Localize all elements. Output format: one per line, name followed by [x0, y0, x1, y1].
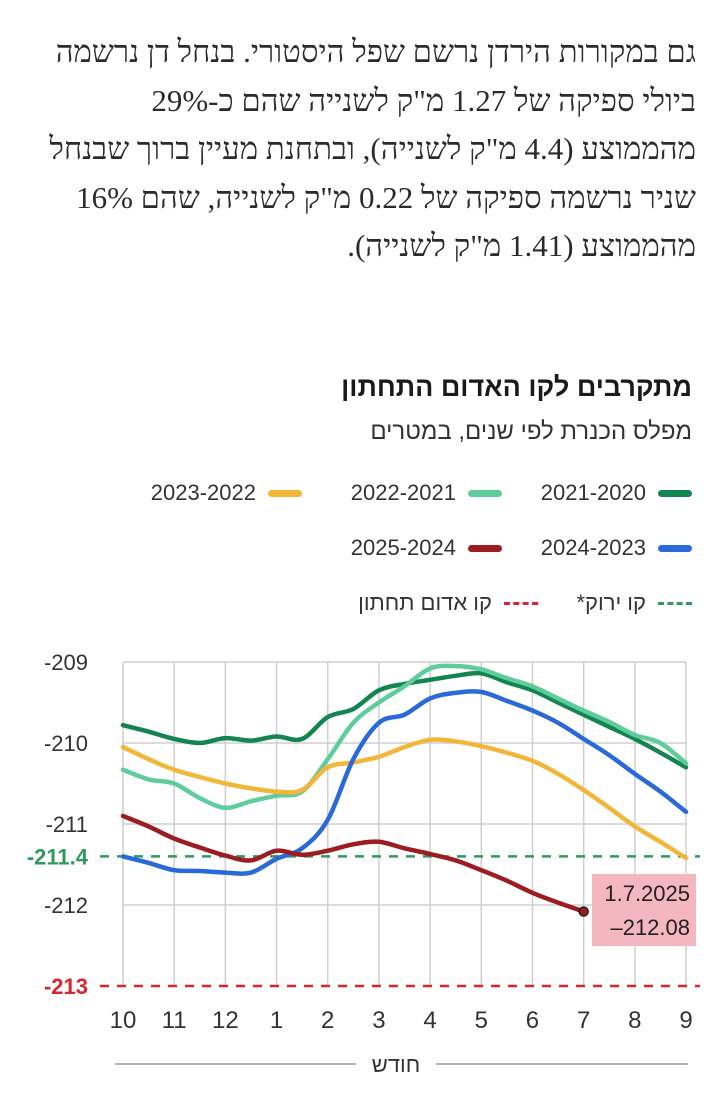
article-paragraph: גם במקורות הירדן נרשם שפל היסטורי. בנחל …: [49, 34, 696, 263]
legend-swatch-2025-2024: [468, 544, 502, 552]
legend-label-red-line: קו אדום תחתון: [358, 590, 492, 615]
callout-value: –212.08: [610, 915, 690, 940]
legend-label-green-line: קו ירוק*: [576, 590, 646, 615]
chart-subtitle: מפלס הכנרת לפי שנים, במטרים: [370, 418, 692, 445]
series-line-2022-2021: [120, 663, 689, 811]
legend-label-2025-2024: 2025-2024: [350, 535, 456, 560]
y-tick-label: -211: [46, 812, 88, 837]
legend-item-2022-2021: 2022-2021: [351, 480, 502, 506]
callout-date: 1.7.2025: [604, 881, 690, 906]
x-axis-title: חודש: [372, 1052, 420, 1077]
legend-item-red-line: קו אדום תחתון: [358, 590, 538, 616]
y-tick-label: -211.4: [27, 844, 89, 869]
x-tick-label: 10: [110, 1007, 137, 1034]
x-tick-label: 3: [372, 1007, 385, 1034]
legend-swatch-2021-2020: [658, 489, 692, 497]
series-line-2023-2022: [120, 737, 689, 861]
x-tick-label: 4: [423, 1007, 436, 1034]
x-tick-label: 6: [526, 1007, 539, 1034]
legend-swatch-2024-2023: [658, 544, 692, 552]
legend-swatch-2022-2021: [468, 489, 502, 497]
series-line-2024-2023: [120, 689, 689, 876]
x-tick-label: 8: [628, 1007, 641, 1034]
series-line-2025-2024: [120, 813, 586, 914]
legend-label-2024-2023: 2024-2023: [540, 535, 646, 560]
x-tick-label: 12: [212, 1007, 239, 1034]
y-tick-label: -210: [44, 731, 88, 756]
legend-label-2021-2020: 2021-2020: [540, 480, 646, 505]
y-tick-label: -212: [44, 893, 88, 918]
legend-swatch-2023-2022: [268, 489, 302, 497]
x-tick-label: 11: [162, 1007, 187, 1034]
x-tick-label: 1: [270, 1007, 283, 1034]
legend-swatch-green-line: [658, 601, 692, 605]
y-tick-label: -213: [44, 974, 88, 999]
callout-marker: [578, 906, 589, 917]
legend-item-2024-2023: 2024-2023: [541, 535, 692, 561]
chart-title: מתקרבים לקו האדום התחתון: [341, 372, 692, 402]
x-tick-label: 7: [577, 1007, 590, 1034]
legend-swatch-red-line: [504, 601, 538, 605]
x-tick-label: 9: [679, 1007, 692, 1034]
x-tick-label: 2: [321, 1007, 334, 1034]
legend-label-2023-2022: 2023-2022: [150, 480, 256, 505]
legend-item-2025-2024: 2025-2024: [351, 535, 502, 561]
legend-item-green-line: קו ירוק*: [576, 590, 692, 616]
legend-item-2021-2020: 2021-2020: [541, 480, 692, 506]
x-tick-label: 5: [475, 1007, 488, 1034]
callout-box: [592, 874, 696, 946]
legend-item-2023-2022: 2023-2022: [151, 480, 302, 506]
y-tick-label: -209: [44, 650, 88, 675]
legend-label-2022-2021: 2022-2021: [350, 480, 456, 505]
